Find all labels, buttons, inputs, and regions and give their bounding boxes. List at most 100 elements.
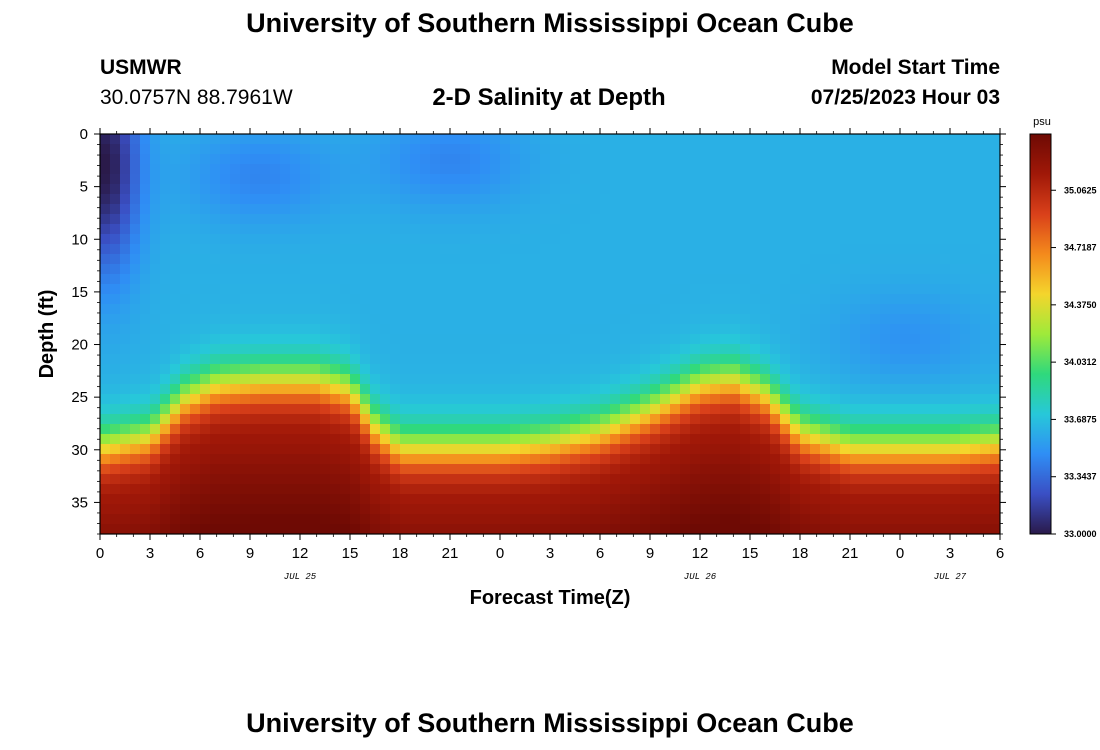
heatmap-cell [860,324,871,335]
heatmap-cell [700,244,711,255]
heatmap-cell [730,514,741,525]
heatmap-cell [970,364,981,375]
heatmap-cell [380,144,391,155]
heatmap-cell [550,394,561,405]
heatmap-cell [800,474,811,485]
heatmap-cell [250,494,261,505]
heatmap-cell [470,434,481,445]
heatmap-cell [210,244,221,255]
heatmap-cell [500,494,511,505]
heatmap-cell [340,504,351,515]
heatmap-cell [850,134,861,145]
heatmap-cell [520,474,531,485]
heatmap-cell [590,214,601,225]
heatmap-cell [920,144,931,155]
heatmap-cell [580,424,591,435]
heatmap-cell [110,404,121,415]
heatmap-cell [140,394,151,405]
heatmap-cell [520,524,531,534]
heatmap-cell [210,374,221,385]
heatmap-cell [310,474,321,485]
heatmap-cell [640,294,651,305]
heatmap-cell [860,444,871,455]
heatmap-cell [430,494,441,505]
heatmap-cell [870,314,881,325]
heatmap-cell [940,404,951,415]
heatmap-cell [970,394,981,405]
heatmap-cell [790,234,801,245]
heatmap-cell [140,134,151,145]
colorbar-tick-label: 35.0625 [1064,185,1097,195]
heatmap-cell [180,524,191,534]
heatmap-cell [970,244,981,255]
heatmap-cell [770,364,781,375]
heatmap-cell [820,274,831,285]
heatmap-cell [430,504,441,515]
x-tick-label: 18 [792,545,809,562]
heatmap-cell [810,524,821,534]
heatmap-cell [530,164,541,175]
heatmap-cell [550,444,561,455]
heatmap-cell [420,414,431,425]
heatmap-cell [240,494,251,505]
heatmap-cell [890,294,901,305]
heatmap-cell [130,424,141,435]
heatmap-cell [100,284,111,295]
heatmap-cell [710,194,721,205]
heatmap-cell [950,484,961,495]
heatmap-cell [230,434,241,445]
heatmap-cell [660,444,671,455]
heatmap-cell [630,454,641,465]
heatmap-cell [210,484,221,495]
heatmap-cell [450,304,461,315]
heatmap-cell [190,414,201,425]
heatmap-cell [620,464,631,475]
heatmap-cell [200,464,211,475]
heatmap-cell [660,334,671,345]
heatmap-cell [610,244,621,255]
heatmap-cell [550,504,561,515]
heatmap-cell [250,454,261,465]
heatmap-cell [710,394,721,405]
heatmap-cell [800,284,811,295]
heatmap-cell [780,244,791,255]
heatmap-cell [310,294,321,305]
heatmap-cell [910,374,921,385]
heatmap-cell [940,444,951,455]
heatmap-cell [230,494,241,505]
heatmap-cell [290,424,301,435]
heatmap-cell [660,304,671,315]
heatmap-cell [730,294,741,305]
heatmap-cell [140,414,151,425]
heatmap-cell [370,414,381,425]
heatmap-cell [200,224,211,235]
heatmap-cell [330,514,341,525]
heatmap-cell [160,494,171,505]
heatmap-cell [430,524,441,534]
x-tick-label: 3 [946,545,954,562]
heatmap-cell [160,244,171,255]
heatmap-cell [460,494,471,505]
heatmap-cell [730,354,741,365]
heatmap-cell [770,434,781,445]
heatmap-cell [760,494,771,505]
heatmap-cell [220,354,231,365]
heatmap-cell [870,374,881,385]
heatmap-cell [850,434,861,445]
x-tick-label: 6 [596,545,604,562]
heatmap-cell [200,244,211,255]
heatmap-cell [450,214,461,225]
heatmap-cell [980,304,991,315]
heatmap-cell [150,304,161,315]
heatmap-cell [300,264,311,275]
heatmap-cell [840,494,851,505]
heatmap-cell [410,394,421,405]
heatmap-cell [810,474,821,485]
heatmap-cell [540,234,551,245]
heatmap-cell [190,344,201,355]
heatmap-cell [580,324,591,335]
heatmap-cell [480,174,491,185]
heatmap-cell [130,214,141,225]
heatmap-cell [620,314,631,325]
heatmap-cell [230,484,241,495]
